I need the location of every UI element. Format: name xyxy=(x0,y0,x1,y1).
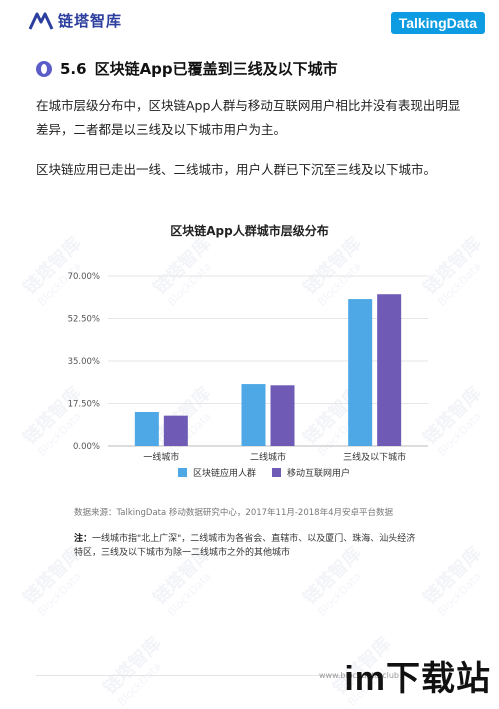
legend-label-series-2: 移动互联网用户 xyxy=(287,469,351,479)
bar-1 xyxy=(348,299,373,446)
footnote: 注：一线城市指"北上广深"，二线城市为各省会、直辖市、以及厦门、珠海、汕头经济特… xyxy=(74,532,424,560)
x-tick-label: 三线及以下城市 xyxy=(343,451,406,463)
chart-title: 区块链App人群城市层级分布 xyxy=(170,224,329,238)
paragraph-1: 在城市层级分布中，区块链App人群与移动互联网用户相比并没有表现出明显差异，二者… xyxy=(36,98,461,137)
chart-legend: 区块链应用人群 移动互联网用户 xyxy=(178,466,350,479)
bar-1 xyxy=(241,384,266,446)
x-tick-label: 一线城市 xyxy=(143,451,179,463)
section-heading: 区块链App已覆盖到三线及以下城市 xyxy=(94,60,338,78)
legend-item-series-2: 移动互联网用户 xyxy=(272,466,350,479)
footnote-label: 注： xyxy=(74,534,93,544)
paragraph-2: 区块链应用已走出一线、二线城市，用户人群已下沉至三线及以下城市。 xyxy=(36,162,437,177)
footnote-text: 一线城市指"北上广深"，二线城市为各省会、直辖市、以及厦门、珠海、汕头经济特区，… xyxy=(74,534,416,558)
section-number: 5.6 xyxy=(60,59,87,78)
y-tick-label: 17.50% xyxy=(68,400,100,410)
y-tick-label: 0.00% xyxy=(73,442,100,452)
bar-2 xyxy=(270,385,295,446)
logo-mark-icon xyxy=(28,12,54,30)
section-title: 5.6 区块链App已覆盖到三线及以下城市 xyxy=(36,58,338,79)
bar-1 xyxy=(134,412,159,446)
footer-url: www.blockdata.club xyxy=(319,671,399,680)
footer-divider xyxy=(36,675,349,676)
legend-item-series-1: 区块链应用人群 xyxy=(178,466,256,479)
legend-label-series-1: 区块链应用人群 xyxy=(193,469,257,479)
legend-swatch-series-2 xyxy=(272,468,282,477)
talkingdata-badge: TalkingData xyxy=(390,12,485,34)
brand-logo: 链塔智库 xyxy=(28,10,122,31)
bar-2 xyxy=(377,294,402,446)
y-tick-label: 35.00% xyxy=(68,357,100,367)
legend-swatch-series-1 xyxy=(178,468,187,477)
y-tick-label: 70.00% xyxy=(68,272,100,282)
section-bullet-icon xyxy=(36,60,52,77)
bar-2 xyxy=(163,415,188,446)
y-tick-label: 52.50% xyxy=(68,315,100,325)
data-source: 数据来源：TalkingData 移动数据研究中心，2017年11月-2018年… xyxy=(74,508,393,518)
footer-brand: im下载站 xyxy=(344,660,491,698)
x-tick-label: 二线城市 xyxy=(250,451,286,463)
logo-text: 链塔智库 xyxy=(58,12,123,30)
